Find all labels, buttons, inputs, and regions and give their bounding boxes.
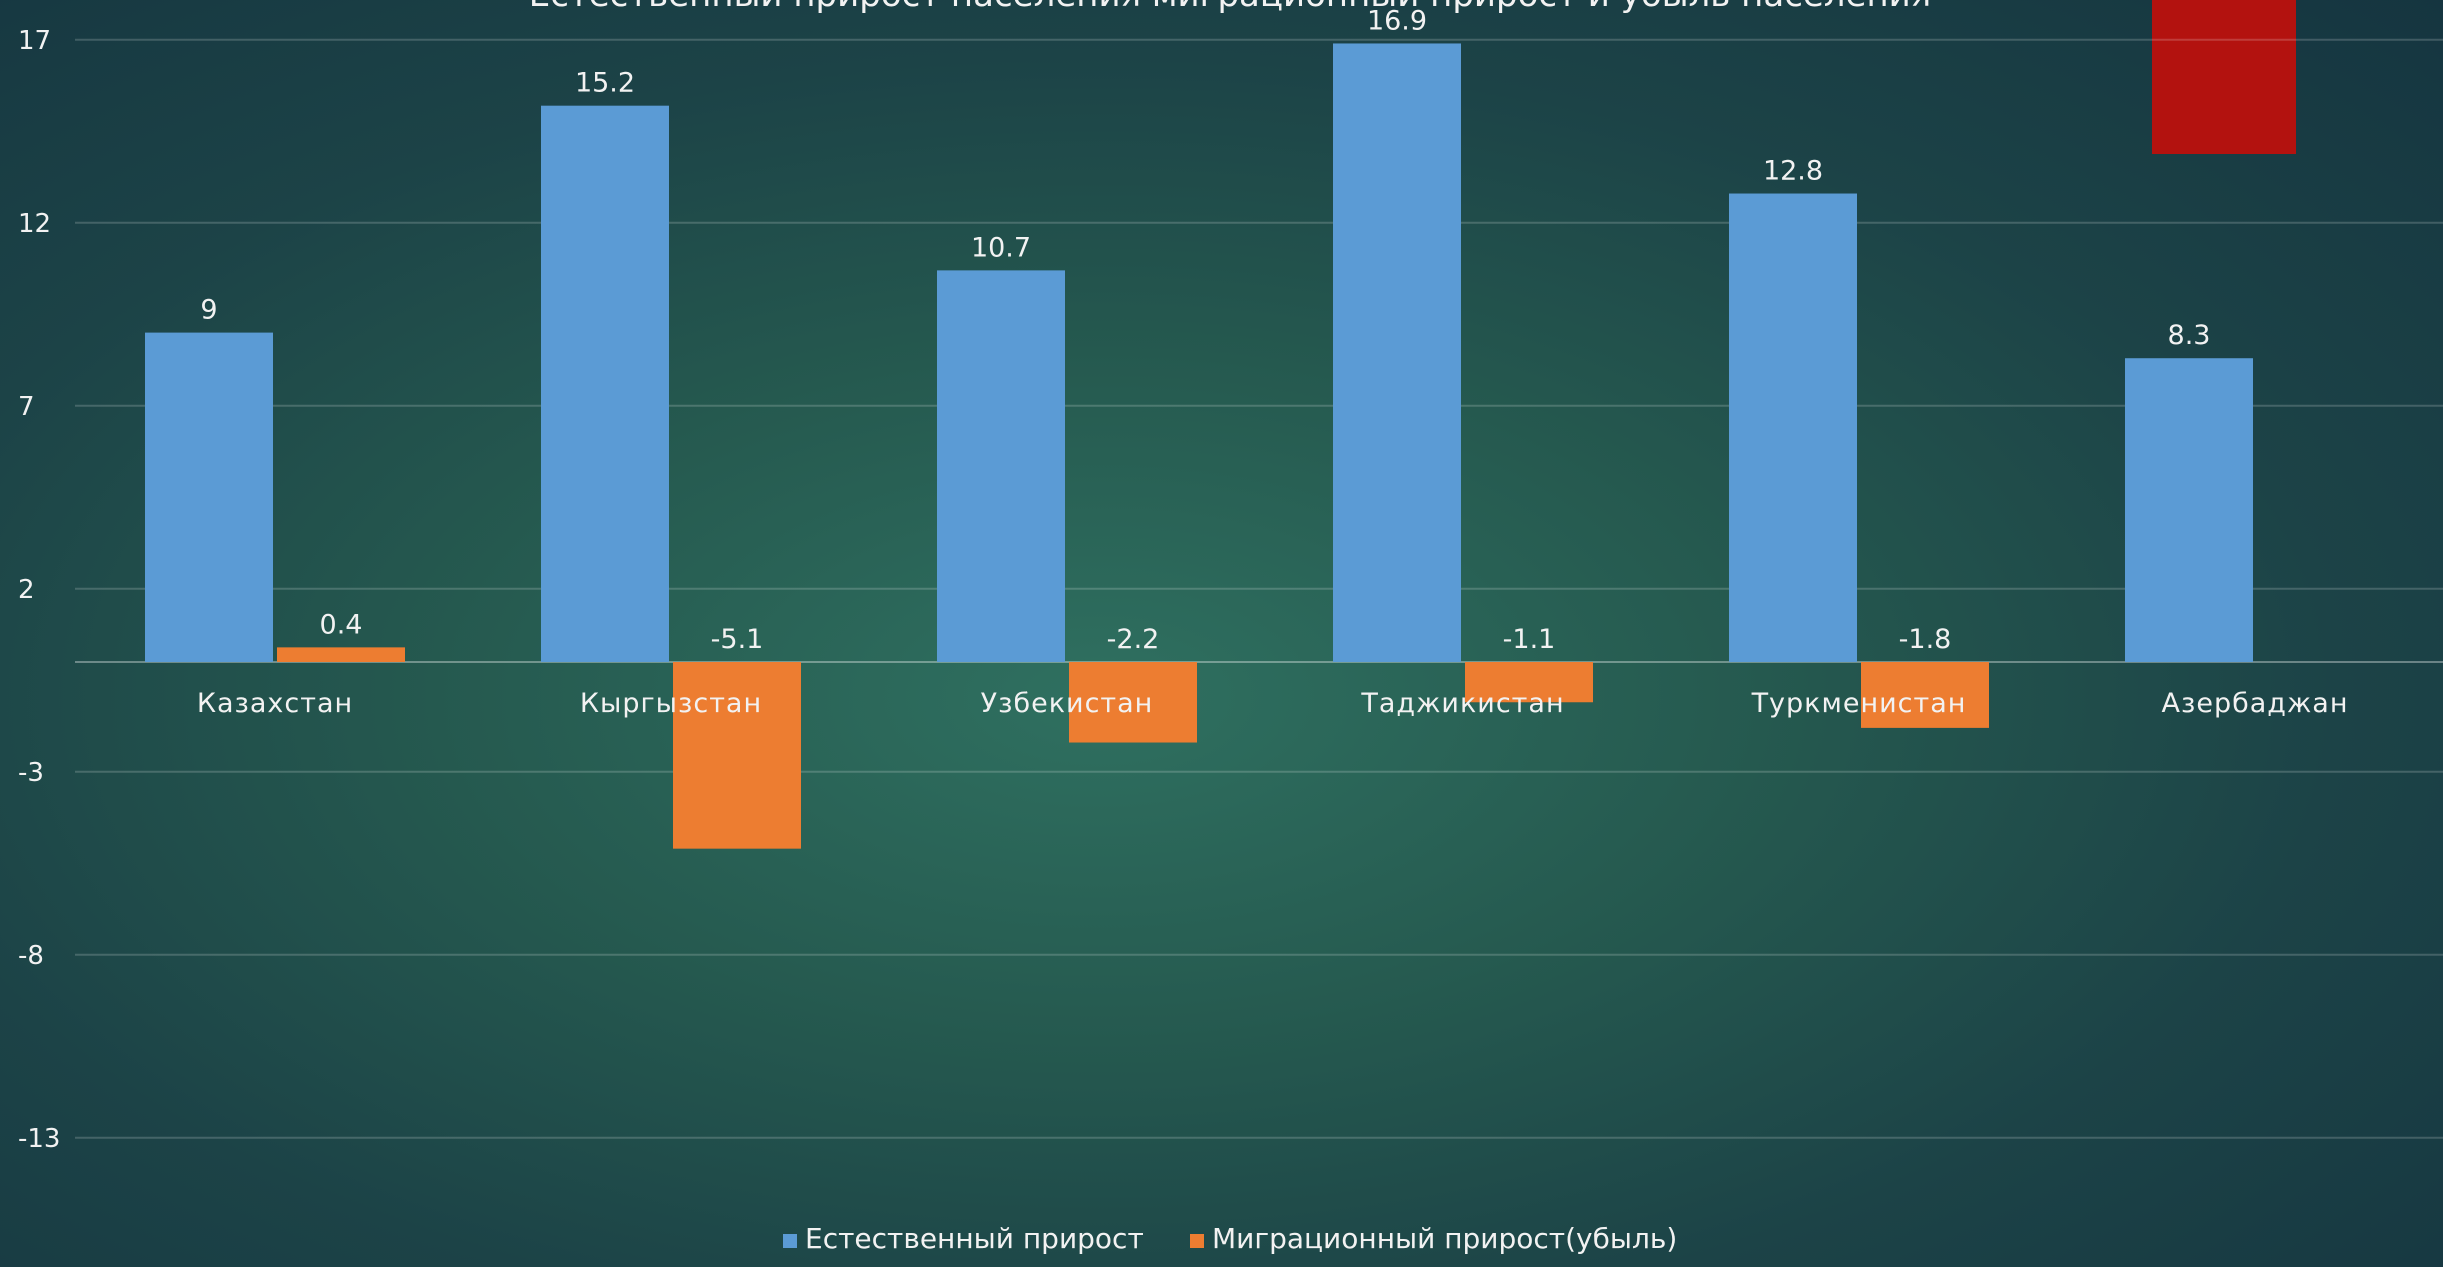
data-label: 16.9 [1367, 5, 1427, 36]
y-tick-label: -8 [18, 941, 44, 971]
category-label: Туркменистан [1751, 688, 1967, 719]
bar-natural [2125, 358, 2253, 662]
y-tick-label: 7 [18, 392, 35, 422]
category-label: Кыргызстан [580, 688, 762, 719]
data-label: -2.2 [1107, 624, 1160, 655]
bar-natural [1333, 43, 1461, 662]
y-tick-label: 17 [18, 26, 51, 56]
legend-label-series-2: Миграционный прирост(убыль) [1212, 1222, 1677, 1255]
data-label: 15.2 [575, 68, 635, 99]
y-tick-label: -3 [18, 758, 44, 788]
y-tick-label: 2 [18, 575, 35, 605]
grid-lines [75, 38, 2443, 1139]
category-label: Узбекистан [981, 688, 1154, 719]
bar-natural [145, 332, 273, 662]
bar-migration [1069, 662, 1197, 743]
bar-natural [1729, 193, 1857, 662]
bar-migration [1861, 662, 1989, 728]
bars-group [145, 43, 2253, 849]
chart-title: Естественный прирост населения миграцион… [529, 0, 1931, 15]
bar-natural [937, 270, 1065, 662]
y-tick-label: 12 [18, 209, 51, 239]
legend: Естественный прирост Миграционный прирос… [783, 1222, 1677, 1255]
y-axis-ticks: 17 12 7 2 -3 -8 -13 [18, 26, 60, 1154]
data-label: -1.1 [1503, 624, 1556, 655]
category-label: Казахстан [197, 688, 353, 719]
category-labels: Казахстан Кыргызстан Узбекистан Таджикистан… [197, 688, 2349, 719]
legend-swatch-series-1 [783, 1234, 797, 1248]
y-tick-label: -13 [18, 1124, 60, 1154]
data-label: 10.7 [971, 232, 1031, 263]
data-label: 8.3 [2168, 320, 2211, 351]
data-label: 0.4 [320, 609, 363, 640]
bar-migration [673, 662, 801, 849]
data-label: -5.1 [711, 624, 764, 655]
bar-natural [541, 105, 669, 663]
category-label: Азербаджан [2162, 688, 2349, 719]
bar-migration [1465, 662, 1593, 703]
category-label: Таджикистан [1360, 688, 1564, 719]
data-label: 9 [200, 295, 217, 326]
red-accent-block [2152, 0, 2296, 154]
bar-migration [277, 647, 405, 662]
data-label: -1.8 [1899, 624, 1952, 655]
data-labels: 9 0.4 15.2 -5.1 10.7 -2.2 16.9 -1.1 12.8 -1.8 8.3 [200, 5, 2210, 655]
legend-swatch-series-2 [1190, 1234, 1204, 1248]
legend-label-series-1: Естественный прирост [805, 1222, 1144, 1255]
data-label: 12.8 [1763, 156, 1823, 187]
